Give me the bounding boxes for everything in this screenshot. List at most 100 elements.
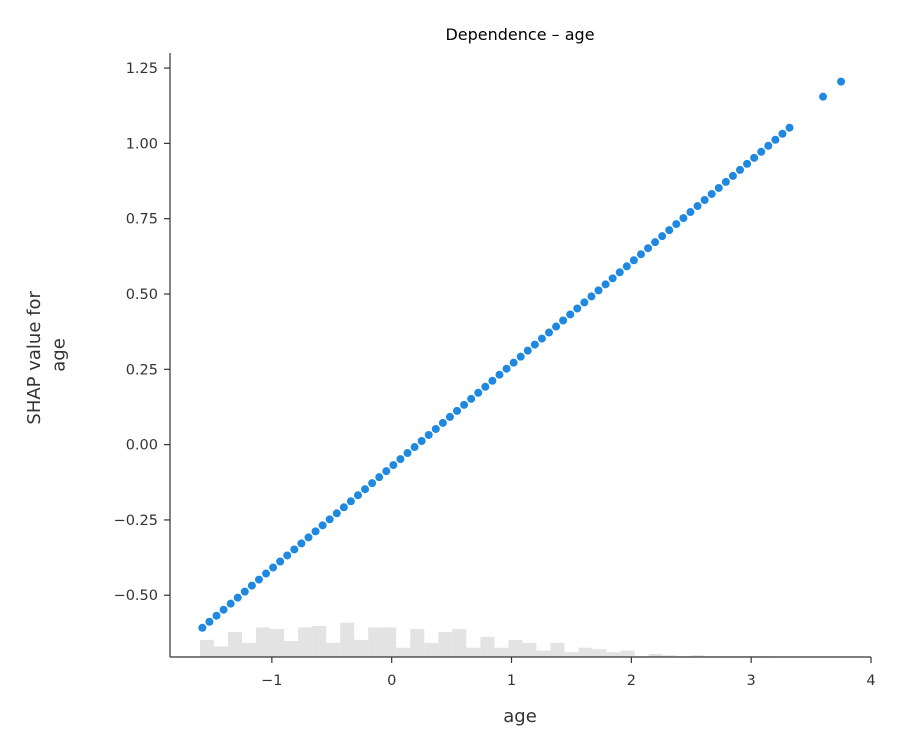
y-axis-label: SHAP value for age [24, 285, 69, 424]
data-point [403, 449, 412, 458]
histogram-bar [227, 631, 243, 657]
data-point [332, 509, 341, 518]
data-point [410, 443, 419, 452]
data-point [665, 226, 674, 235]
data-point [438, 418, 447, 427]
histogram-bar [368, 627, 383, 657]
data-point [311, 527, 320, 536]
y-tick-label: 0.00 [126, 438, 158, 454]
data-point [573, 304, 582, 313]
histogram-bar [550, 642, 565, 657]
x-tick-label: 4 [866, 673, 875, 689]
histogram-bar [564, 652, 579, 657]
histogram-bar [452, 628, 467, 657]
data-point [495, 370, 504, 379]
data-point [672, 220, 681, 229]
x-tick-label: 2 [627, 673, 636, 689]
data-point [566, 310, 575, 319]
x-tick-label: 0 [387, 673, 396, 689]
data-point [254, 575, 263, 584]
data-point [431, 424, 440, 433]
chart-title: Dependence – age [445, 25, 594, 44]
data-point [283, 551, 292, 560]
histogram-bar [326, 642, 341, 657]
histogram-bar [284, 641, 299, 657]
data-point [658, 232, 667, 241]
data-point [707, 189, 716, 198]
histogram-bar [242, 642, 257, 657]
data-point [601, 280, 610, 289]
x-tick-label: −1 [261, 673, 282, 689]
data-point [771, 135, 780, 144]
histogram [199, 622, 775, 657]
histogram-bar [354, 639, 369, 657]
data-point [481, 382, 490, 391]
data-point [693, 202, 702, 211]
data-point [559, 316, 568, 325]
histogram-bar [620, 650, 635, 657]
data-point [837, 77, 846, 86]
histogram-bar [213, 646, 228, 657]
data-point [587, 292, 596, 301]
data-point [276, 557, 285, 566]
histogram-bar [424, 642, 439, 657]
y-tick-label: 0.75 [126, 212, 158, 228]
data-point [269, 563, 278, 572]
data-point [297, 539, 306, 548]
histogram-bar [592, 649, 607, 657]
data-point [750, 153, 759, 162]
x-tick-label: 1 [507, 673, 516, 689]
data-point [785, 123, 794, 132]
histogram-bar [522, 642, 537, 657]
histogram-bar [298, 627, 313, 657]
data-point [474, 388, 483, 397]
histogram-bar [396, 647, 411, 657]
x-axis-label: age [503, 706, 537, 727]
data-point [523, 346, 532, 355]
data-point [819, 92, 828, 101]
histogram-bar [536, 650, 551, 657]
y-tick-label: 0.50 [126, 287, 158, 303]
data-point [552, 322, 561, 331]
histogram-bar [256, 627, 271, 657]
histogram-bar [270, 628, 285, 657]
data-point [594, 286, 603, 295]
data-point [608, 274, 617, 283]
data-point [488, 376, 497, 385]
x-axis-ticks: −1 0 1 2 3 4 [261, 657, 876, 689]
data-point [622, 262, 631, 271]
histogram-bar [199, 639, 214, 657]
y-tick-label: 1.25 [126, 61, 158, 77]
data-point [651, 238, 660, 247]
data-point [375, 473, 384, 482]
data-point [757, 147, 766, 156]
y-axis-label-line-1: SHAP value for [24, 291, 45, 425]
data-point [714, 183, 723, 192]
data-point [636, 250, 645, 259]
data-point [509, 358, 518, 367]
histogram-bar [480, 636, 495, 657]
data-point [325, 515, 334, 524]
data-point [240, 587, 249, 596]
data-point [445, 412, 454, 421]
data-point [233, 593, 242, 602]
data-point [226, 599, 235, 608]
data-point [467, 394, 476, 403]
data-point [700, 196, 709, 205]
data-point [686, 208, 695, 217]
histogram-bar [312, 625, 327, 657]
data-point [735, 165, 744, 174]
data-point [530, 340, 539, 349]
data-point [389, 461, 398, 470]
y-axis-ticks: −0.50 −0.25 0.00 0.25 0.50 0.75 1.00 1.25 [114, 61, 170, 604]
histogram-bar [690, 655, 705, 657]
histogram-bar [466, 647, 481, 657]
data-point [247, 581, 256, 590]
histogram-bar [606, 652, 621, 657]
data-point [346, 497, 355, 506]
histogram-bar [578, 647, 593, 657]
data-point [212, 611, 221, 620]
histogram-bar [648, 653, 663, 657]
data-point [368, 479, 377, 488]
data-point [764, 141, 773, 150]
